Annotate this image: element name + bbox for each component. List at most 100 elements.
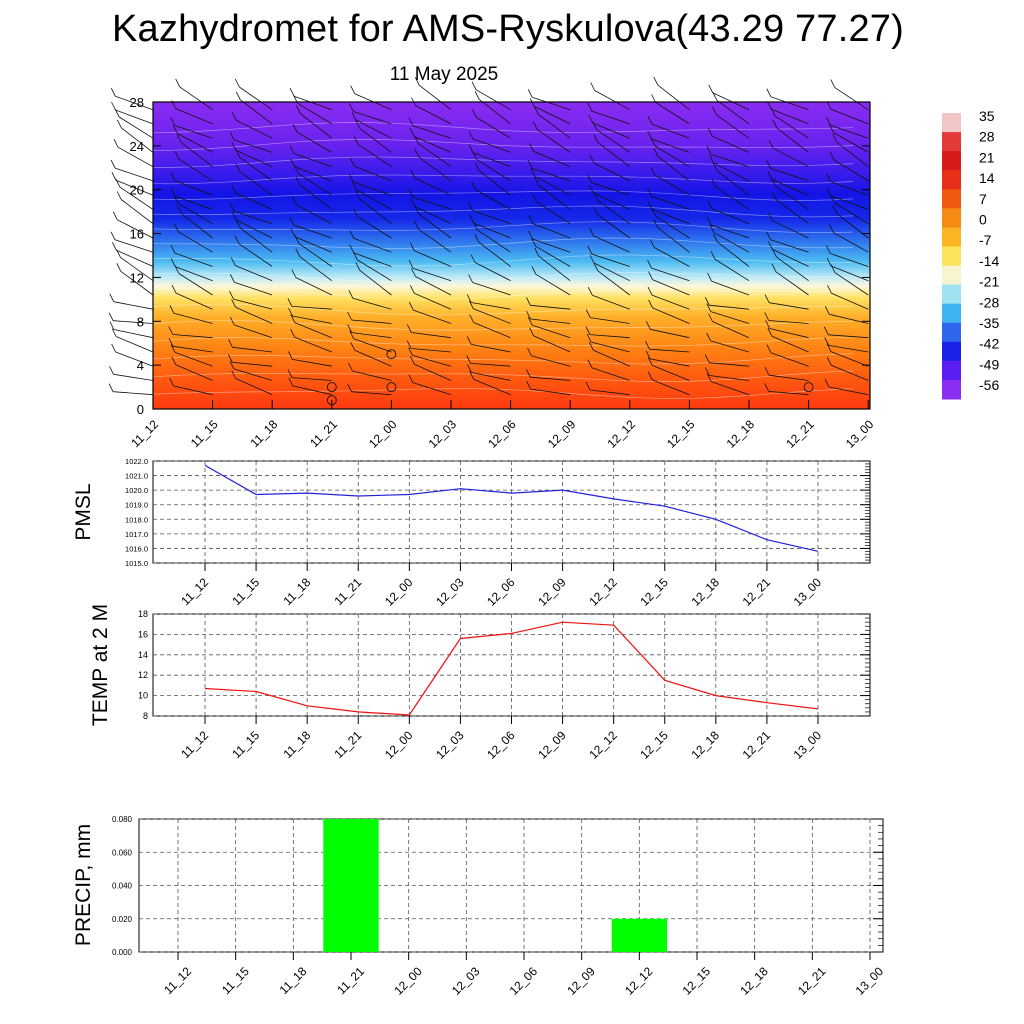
wind-barb-feather: [768, 140, 774, 149]
wind-barb: [649, 348, 690, 353]
wind-barb: [655, 215, 690, 239]
wind-barb-feather: [349, 244, 355, 254]
x-tick-label: 12_12: [586, 575, 620, 609]
wind-barb-feather: [588, 114, 594, 124]
wind-barb: [593, 262, 630, 282]
wind-barb-feather: [767, 101, 772, 110]
wind-barb: [591, 182, 630, 196]
x-tick-label: 11_21: [332, 728, 365, 761]
colorbar-label: 0: [979, 212, 987, 228]
wind-barb: [476, 117, 511, 139]
wind-barb: [654, 174, 690, 196]
colorbar-label: -14: [979, 253, 999, 269]
colorbar-segment: [942, 151, 961, 171]
wind-barb-feather: [288, 377, 294, 387]
wind-barb-feather: [289, 145, 295, 154]
wind-barb-feather: [706, 373, 712, 382]
y-tick-label: 1018.0: [125, 515, 148, 524]
wind-barb-feather: [348, 290, 354, 299]
wind-barb-feather: [653, 219, 659, 228]
wind-barb-feather: [229, 131, 235, 141]
wind-barb-feather: [350, 342, 356, 351]
wind-barb: [652, 365, 690, 381]
wind-barb: [535, 273, 571, 296]
wind-barb: [711, 208, 750, 225]
wind-barb: [657, 155, 690, 182]
wind-barb: [769, 302, 809, 310]
wind-barb-feather: [112, 211, 118, 220]
wind-barb-feather: [409, 285, 415, 294]
wind-barb-feather: [468, 130, 474, 140]
wind-barb: [771, 335, 809, 353]
x-tick-label: 13_00: [791, 575, 825, 609]
x-tick-label: 12_21: [795, 964, 829, 998]
x-tick-label: 11_18: [280, 728, 313, 761]
wind-barb: [297, 102, 333, 125]
wind-barb: [292, 359, 332, 367]
wind-barb: [654, 247, 690, 267]
wind-barb-feather: [168, 326, 174, 335]
wind-barb-feather: [176, 134, 182, 143]
wind-barb: [710, 153, 750, 168]
contour-line: [152, 205, 854, 218]
wind-barb: [770, 96, 809, 111]
wind-barb: [532, 223, 571, 239]
wind-barb: [775, 271, 809, 296]
colorbar-segment: [942, 132, 961, 152]
wind-barb-feather: [645, 350, 651, 360]
wind-barb: [119, 186, 154, 210]
wind-barb: [113, 391, 154, 396]
wind-barb: [590, 389, 630, 396]
wind-barb-feather: [290, 158, 295, 167]
precip-axes: 0.000 0.020 0.040 0.060 0.080 11_12 11_15 11_18…: [112, 815, 886, 998]
wind-barb: [530, 388, 571, 396]
wind-barb: [174, 252, 213, 267]
wind-barb-feather: [648, 271, 653, 280]
wind-barb-feather: [764, 367, 770, 376]
wind-barb-feather: [113, 139, 119, 148]
wind-barb: [716, 99, 750, 125]
x-tick-label: 11_21: [332, 575, 365, 608]
y-tick-label: 20: [130, 183, 144, 198]
precip-bars: [323, 819, 668, 953]
x-tick-label: 11_15: [188, 417, 221, 450]
wind-barb-feather: [824, 306, 830, 315]
colorbar-label: 28: [979, 129, 995, 145]
wind-barb-feather: [408, 188, 414, 198]
wind-barb-feather: [469, 300, 474, 309]
wind-barb-feather: [173, 223, 179, 232]
wind-barb: [234, 281, 273, 296]
wind-barb-feather: [234, 235, 240, 245]
wind-barb: [715, 186, 750, 210]
x-tick-label: 12_06: [485, 417, 519, 451]
wind-barb-feather: [414, 205, 420, 215]
wind-barb: [240, 227, 273, 253]
wind-barb-feather: [587, 287, 593, 296]
x-tick-label: 12_09: [545, 417, 579, 451]
y-tick-label: 4: [137, 358, 144, 373]
wind-barb: [833, 132, 869, 153]
x-tick-label: 12_21: [740, 728, 774, 762]
wind-barb: [651, 138, 690, 153]
wind-barb-feather: [826, 101, 832, 110]
wind-barb-feather: [832, 205, 837, 214]
colorbar-segment: [942, 341, 961, 362]
x-tick-label: 12_15: [637, 575, 671, 609]
wind-barb-feather: [647, 115, 653, 125]
wind-barb: [354, 165, 392, 182]
wind-barb: [113, 329, 154, 339]
x-tick-label: 12_00: [382, 575, 416, 609]
wind-barb-feather: [288, 351, 293, 360]
wind-barb: [471, 344, 511, 353]
wind-barb-feather: [824, 337, 830, 346]
wind-barb: [234, 210, 273, 225]
wind-barb-feather: [295, 105, 301, 114]
y-tick-label: 0.000: [112, 948, 133, 957]
wind-barb-feather: [829, 124, 834, 133]
wind-barb-feather: [585, 309, 591, 318]
wind-barb: [591, 367, 630, 381]
wind-barb: [115, 336, 154, 353]
wind-barb-feather: [355, 120, 360, 129]
wind-barb-feather: [235, 163, 241, 172]
pmsl-grid: [153, 460, 870, 564]
